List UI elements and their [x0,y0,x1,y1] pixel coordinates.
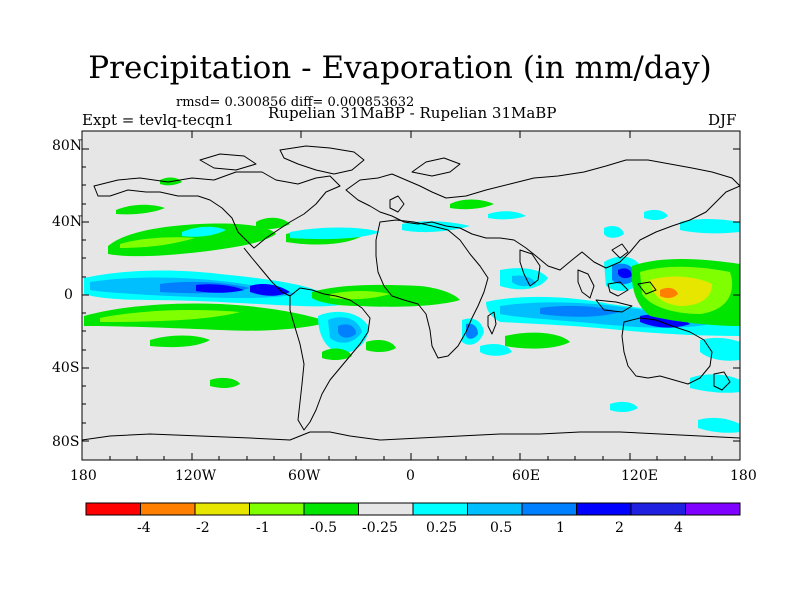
contour-region [680,219,740,234]
contour-region [650,276,712,306]
coastline [637,281,657,295]
contour-region [505,332,570,349]
colorbar-swatch [249,502,305,516]
colorbar-swatch [85,502,141,516]
lon-tick-label: 120W [175,468,217,484]
contour-region [700,337,740,361]
colorbar-swatch [194,502,250,516]
contour-region [182,226,226,237]
contour-region [120,237,195,248]
contour-region [366,340,396,352]
lon-tick-label: 0 [406,468,415,484]
contour-region [100,310,240,322]
coastline [621,317,713,385]
colorbar-label: 1 [556,520,565,536]
lon-ticks [81,131,741,460]
contour-fields [84,177,740,433]
colorbar-swatch [467,502,523,516]
colorbar-label: -0.5 [310,520,337,536]
lon-tick-label: 60E [512,468,541,484]
contour-region [690,374,740,393]
lat-ticks [82,148,740,442]
contour-region [338,324,356,338]
season-label: DJF [708,111,737,129]
coastline [345,159,740,271]
lat-tick-label: 0 [64,287,73,303]
contour-region [512,275,536,287]
coastline [82,431,740,441]
colorbar-label: -1 [256,520,270,536]
colorbar-swatch [303,502,359,516]
colorbar-swatch [521,502,577,516]
lat-tick-label: 40N [52,214,83,230]
coastline [611,243,629,259]
colorbar-label: 4 [674,520,683,536]
coastline [243,247,291,297]
colorbar-swatch [140,502,196,516]
lon-tick-label: 60W [288,468,321,484]
experiment-id-label: Expt = tevlq-tecqn1 [82,111,235,129]
colorbar-swatch [576,502,632,516]
lat-tick-label: 80S [52,434,80,450]
colorbar-swatch [630,502,686,516]
coastline [199,153,257,171]
contour-region [610,401,638,412]
coastline [375,219,489,359]
coastline [713,371,731,391]
colorbar-label: -0.25 [362,520,398,536]
lat-tick-label: 40S [52,360,80,376]
lon-tick-label: 120E [621,468,658,484]
coastlines [82,145,740,441]
lat-tick-label: 80N [52,138,83,154]
coastline [607,281,629,297]
contour-region [196,284,244,293]
contour-region [150,335,210,348]
contour-region [450,199,494,210]
contour-region [116,204,165,215]
contour-region [312,284,460,307]
colorbar-swatch [358,502,414,516]
coastline [93,171,341,249]
coastline [487,311,497,335]
colorbar [85,502,741,516]
contour-region [660,287,678,298]
coastline [389,195,405,213]
colorbar-label: -4 [137,520,151,536]
lon-tick-label: 180 [70,468,97,484]
colorbar-swatch [685,502,741,516]
lon-tick-label: 180 [730,468,757,484]
contour-region [604,226,624,238]
contour-region [290,227,380,240]
contour-region [698,417,740,433]
contour-region [250,284,290,296]
stats-label: rmsd= 0.300856 diff= 0.000853632 [176,95,415,110]
contour-region [540,305,620,317]
contour-region [210,377,240,388]
coastline [577,269,595,299]
contour-region [108,223,276,257]
colorbar-swatch [412,502,468,516]
contour-region [644,209,668,220]
contour-region [322,348,352,360]
coastline [279,145,365,175]
coastline [411,157,461,177]
contour-region [256,217,290,230]
contour-region [488,211,526,220]
colorbar-label: -2 [196,520,210,536]
colorbar-label: 0.5 [490,520,513,536]
coastline [519,249,541,287]
contour-region [480,344,512,356]
contour-region [618,268,632,279]
colorbar-label: 0.25 [426,520,458,536]
coastline [595,299,633,313]
contour-region [330,291,390,300]
chart-title: Precipitation - Evaporation (in mm/day) [88,50,712,86]
experiment-names-label: Rupelian 31MaBP - Rupelian 31MaBP [268,104,557,122]
coastline [289,287,371,431]
colorbar-label: 2 [615,520,624,536]
contour-region [466,323,478,339]
